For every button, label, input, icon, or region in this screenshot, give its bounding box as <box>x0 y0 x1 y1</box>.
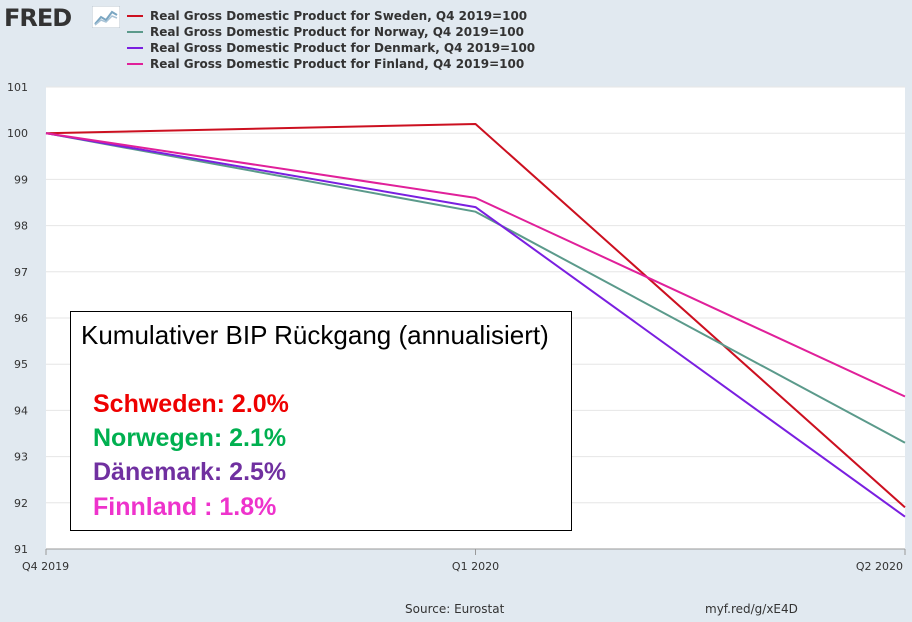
x-tick-label: Q4 2019 <box>22 560 69 573</box>
y-tick-label: 93 <box>14 451 28 464</box>
annotation-line-finland: Finnland : 1.8% <box>93 493 276 522</box>
y-tick-label: 98 <box>14 220 28 233</box>
annotation-line-sweden: Schweden: 2.0% <box>93 390 289 419</box>
x-tick-label: Q1 2020 <box>452 560 499 573</box>
annotation-box: Kumulativer BIP Rückgang (annualisiert) … <box>70 311 572 531</box>
x-tick-label: Q2 2020 <box>856 560 903 573</box>
y-tick-label: 95 <box>14 358 28 371</box>
y-tick-label: 101 <box>7 81 28 94</box>
y-tick-label: 94 <box>14 404 28 417</box>
y-tick-label: 96 <box>14 312 28 325</box>
annotation-line-denmark: Dänemark: 2.5% <box>93 458 286 487</box>
short-link[interactable]: myf.red/g/xE4D <box>705 602 798 616</box>
y-tick-label: 99 <box>14 173 28 186</box>
y-tick-label: 91 <box>14 543 28 556</box>
annotation-title: Kumulativer BIP Rückgang (annualisiert) <box>81 320 549 351</box>
y-tick-label: 97 <box>14 266 28 279</box>
y-tick-label: 92 <box>14 497 28 510</box>
source-note: Source: Eurostat <box>405 602 504 616</box>
y-tick-label: 100 <box>7 127 28 140</box>
annotation-line-norway: Norwegen: 2.1% <box>93 424 286 453</box>
